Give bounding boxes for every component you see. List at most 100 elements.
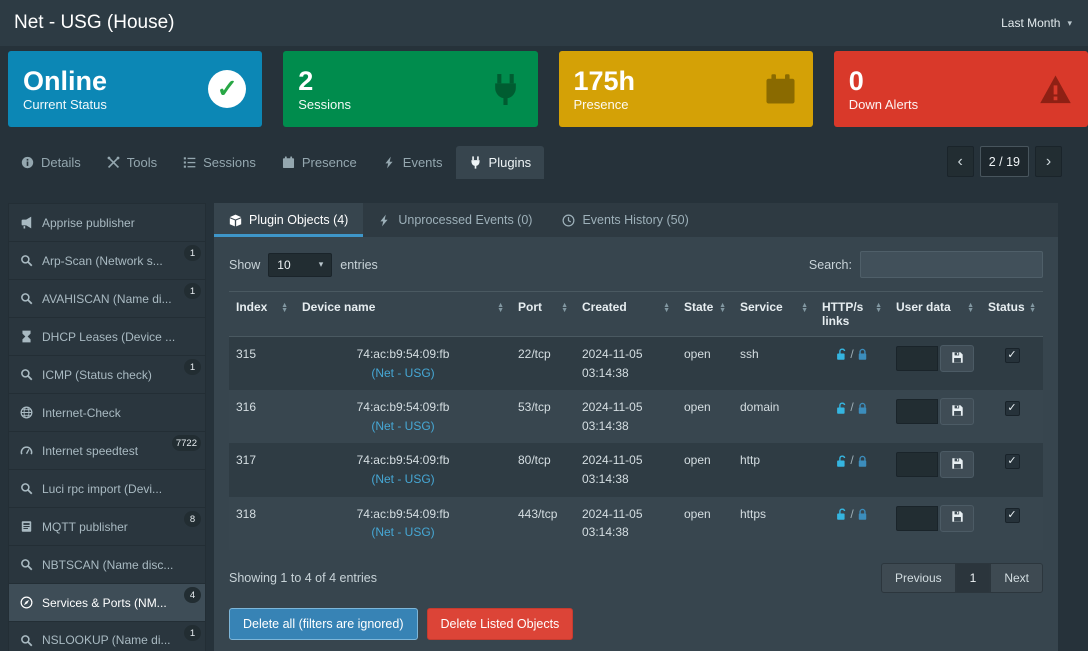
sidebar-item-apprise-publisher[interactable]: Apprise publisher bbox=[8, 203, 206, 241]
column-label: User data bbox=[896, 300, 951, 314]
column-header-http-s-links[interactable]: HTTP/s links ▲ ▼ bbox=[815, 291, 889, 337]
search-input[interactable] bbox=[860, 251, 1043, 278]
device-link[interactable]: (Net - USG) bbox=[371, 418, 435, 433]
floppy-icon bbox=[951, 510, 964, 526]
card-value: 0 bbox=[848, 66, 864, 96]
next-page-button[interactable]: Next bbox=[990, 562, 1043, 593]
column-header-index[interactable]: Index ▲ ▼ bbox=[229, 291, 295, 337]
sidebar-item-arp-scan-network-s[interactable]: Arp-Scan (Network s... 1 bbox=[8, 241, 206, 279]
column-label: HTTP/s links bbox=[822, 300, 864, 328]
cell-http-links: / bbox=[815, 443, 889, 496]
user-data-input[interactable] bbox=[896, 452, 938, 478]
column-header-port[interactable]: Port ▲ ▼ bbox=[511, 291, 575, 337]
sidebar-item-nbtscan-name-disc[interactable]: NBTSCAN (Name disc... bbox=[8, 545, 206, 583]
tab-plugins[interactable]: Plugins bbox=[455, 146, 545, 179]
status-checkbox[interactable]: ✓ bbox=[1004, 507, 1020, 523]
tab-tools[interactable]: Tools bbox=[94, 146, 170, 179]
tab-label: Tools bbox=[126, 155, 158, 170]
table-row: 317 74:ac:b9:54:09:fb (Net - USG) 80/tcp 202… bbox=[229, 443, 1043, 497]
https-lock-icon[interactable] bbox=[856, 508, 869, 521]
cell-index: 316 bbox=[236, 400, 257, 415]
card-label: Current Status bbox=[23, 97, 107, 112]
user-data-input[interactable] bbox=[896, 505, 938, 531]
table-controls: Show 10 ▾ entries Search: bbox=[229, 251, 1043, 278]
content-tab-unprocessed-events-0[interactable]: Unprocessed Events (0) bbox=[363, 203, 547, 237]
column-header-service[interactable]: Service ▲ ▼ bbox=[733, 291, 815, 337]
https-lock-icon[interactable] bbox=[856, 348, 869, 361]
http-unlock-icon[interactable] bbox=[835, 402, 848, 415]
cell-user-data bbox=[889, 443, 981, 496]
sidebar-item-nslookup-name-di[interactable]: NSLOOKUP (Name di... 1 bbox=[8, 621, 206, 651]
https-lock-icon[interactable] bbox=[856, 402, 869, 415]
period-selector[interactable]: Last Month ▾ bbox=[1001, 16, 1072, 30]
tab-events[interactable]: Events bbox=[370, 146, 456, 179]
status-checkbox[interactable]: ✓ bbox=[1004, 454, 1020, 470]
period-label: Last Month bbox=[1001, 16, 1061, 30]
sort-icon: ▲ ▼ bbox=[1029, 302, 1036, 314]
table-pagination: Previous 1 Next bbox=[880, 562, 1043, 593]
page-size-select[interactable]: 10 ▾ bbox=[268, 252, 333, 277]
status-checkbox[interactable]: ✓ bbox=[1004, 348, 1020, 363]
compass-icon bbox=[20, 596, 33, 609]
cell-status: ✓ bbox=[981, 497, 1043, 550]
user-data-input[interactable] bbox=[896, 346, 938, 371]
device-link[interactable]: (Net - USG) bbox=[371, 525, 435, 540]
column-header-user-data[interactable]: User data ▲ ▼ bbox=[889, 291, 981, 337]
entries-label: entries bbox=[340, 257, 378, 272]
save-button[interactable] bbox=[940, 451, 974, 479]
count-badge: 4 bbox=[184, 587, 201, 603]
device-link[interactable]: (Net - USG) bbox=[371, 471, 435, 486]
previous-page-button[interactable]: Previous bbox=[880, 562, 956, 593]
sidebar-item-internet-speedtest[interactable]: Internet speedtest 7722 bbox=[8, 431, 206, 469]
user-data-input[interactable] bbox=[896, 399, 938, 425]
page-size-control: Show 10 ▾ entries bbox=[229, 252, 378, 277]
list-icon bbox=[183, 156, 196, 169]
column-header-created[interactable]: Created ▲ ▼ bbox=[575, 291, 677, 337]
column-header-status[interactable]: Status ▲ ▼ bbox=[981, 291, 1043, 337]
column-label: Created bbox=[582, 300, 627, 314]
next-device-button[interactable]: › bbox=[1035, 146, 1062, 177]
globe-icon bbox=[20, 406, 33, 419]
sidebar-item-label: Arp-Scan (Network s... bbox=[42, 253, 163, 268]
tab-presence[interactable]: Presence bbox=[269, 146, 370, 179]
info-icon bbox=[21, 156, 34, 169]
bolt-icon bbox=[383, 156, 396, 169]
status-cards: Online Current Status ✓ 2 Sessions 175h Presen… bbox=[0, 46, 1088, 127]
http-unlock-icon[interactable] bbox=[835, 348, 848, 361]
sort-icon: ▲ ▼ bbox=[561, 302, 568, 314]
sidebar-item-label: Internet-Check bbox=[42, 405, 121, 420]
cell-port: 80/tcp bbox=[518, 453, 551, 468]
sidebar-item-luci-rpc-import-devi[interactable]: Luci rpc import (Devi... bbox=[8, 469, 206, 507]
column-header-state[interactable]: State ▲ ▼ bbox=[677, 291, 733, 337]
sidebar-item-icmp-status-check[interactable]: ICMP (Status check) 1 bbox=[8, 355, 206, 393]
save-button[interactable] bbox=[940, 504, 974, 532]
tab-details[interactable]: Details bbox=[8, 146, 94, 179]
column-label: Device name bbox=[302, 300, 376, 314]
save-button[interactable] bbox=[940, 398, 974, 426]
status-card-down-alerts: 0 Down Alerts bbox=[833, 51, 1088, 127]
sidebar-item-dhcp-leases-device[interactable]: DHCP Leases (Device ... bbox=[8, 317, 206, 355]
save-button[interactable] bbox=[940, 345, 974, 372]
sidebar-item-services-ports-nm[interactable]: Services & Ports (NM... 4 bbox=[8, 583, 206, 621]
main-tabs: Details Tools Sessions Presence Events Plugin… bbox=[8, 146, 545, 179]
column-header-device-name[interactable]: Device name ▲ ▼ bbox=[295, 291, 511, 337]
device-link[interactable]: (Net - USG) bbox=[371, 365, 435, 380]
column-label: Service bbox=[740, 300, 783, 314]
content-tab-plugin-objects-4[interactable]: Plugin Objects (4) bbox=[214, 203, 364, 237]
http-unlock-icon[interactable] bbox=[835, 508, 848, 521]
sidebar-item-internet-check[interactable]: Internet-Check bbox=[8, 393, 206, 431]
http-unlock-icon[interactable] bbox=[835, 455, 848, 468]
sidebar-item-avahiscan-name-di[interactable]: AVAHISCAN (Name di... 1 bbox=[8, 279, 206, 317]
content-tab-events-history-50[interactable]: Events History (50) bbox=[547, 203, 703, 237]
status-checkbox[interactable]: ✓ bbox=[1004, 401, 1020, 417]
sidebar-item-mqtt-publisher[interactable]: MQTT publisher 8 bbox=[8, 507, 206, 545]
tab-sessions[interactable]: Sessions bbox=[170, 146, 269, 179]
cell-state: open bbox=[684, 347, 711, 361]
delete-listed-button[interactable]: Delete Listed Objects bbox=[426, 607, 574, 640]
content-tab-label: Plugin Objects (4) bbox=[249, 213, 349, 227]
https-lock-icon[interactable] bbox=[856, 455, 869, 468]
delete-all-button[interactable]: Delete all (filters are ignored) bbox=[229, 607, 418, 640]
page-number-button[interactable]: 1 bbox=[955, 562, 991, 593]
prev-device-button[interactable]: ‹ bbox=[946, 146, 974, 177]
